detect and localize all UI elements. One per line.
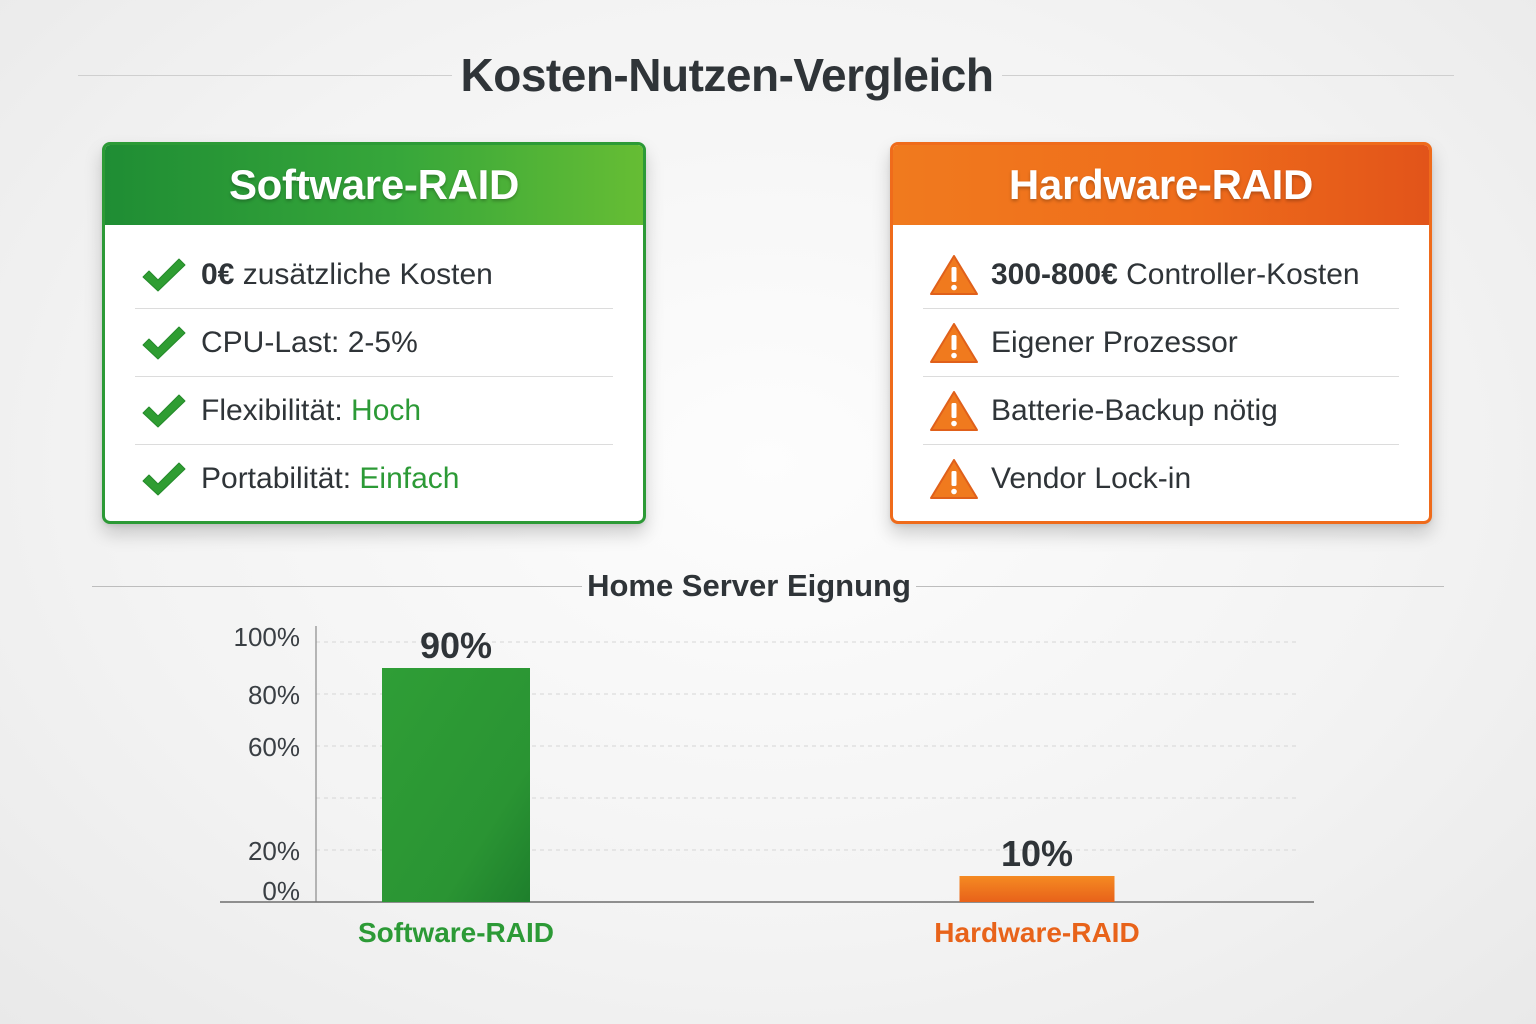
feature-text: 300-800€ Controller-Kosten [991, 258, 1360, 292]
feature-text-highlight: 300-800€ [991, 257, 1118, 291]
software-raid-card: Software-RAID 0€ zusätzliche Kosten CPU-L… [102, 142, 646, 524]
feature-text: Batterie-Backup nötig [991, 394, 1278, 428]
feature-text-part: Eigener Prozessor [991, 325, 1238, 359]
feature-text: 0€ zusätzliche Kosten [201, 258, 493, 292]
hardware-feature-item: Batterie-Backup nötig [923, 377, 1399, 445]
chart-title-row: Home Server Eignung [92, 566, 1444, 606]
title-divider-right [1002, 75, 1454, 76]
hardware-feature-item: 300-800€ Controller-Kosten [923, 241, 1399, 309]
check-icon [142, 258, 186, 291]
chart-bar-hardware-raid [959, 876, 1115, 902]
software-feature-item: Portabilität: Einfach [135, 445, 613, 512]
feature-text-part: Vendor Lock-in [991, 461, 1192, 495]
chart-y-tick-label: 80% [248, 680, 300, 710]
feature-text-part: zusätzliche Kosten [234, 257, 493, 291]
hardware-feature-item: Vendor Lock-in [923, 445, 1399, 512]
feature-text: Portabilität: Einfach [201, 462, 460, 496]
feature-text-highlight: Einfach [359, 461, 460, 495]
title-divider-left [78, 75, 452, 76]
feature-text-part: Portabilität: [201, 461, 360, 495]
warning-icon [930, 322, 978, 363]
check-icon [142, 462, 186, 495]
hardware-raid-card: Hardware-RAID 300-800€ Controller-Kosten… [890, 142, 1432, 524]
hardware-raid-feature-list: 300-800€ Controller-Kosten Eigener Prozes… [893, 225, 1429, 512]
software-raid-card-title: Software-RAID [105, 145, 643, 225]
chart-y-tick-label: 0% [262, 876, 300, 906]
software-feature-item: 0€ zusätzliche Kosten [135, 241, 613, 309]
feature-text: CPU-Last: 2-5% [201, 326, 418, 360]
chart-category-label: Software-RAID [358, 917, 554, 948]
chart-data-label: 10% [1001, 833, 1073, 874]
title-row: Kosten-Nutzen-Vergleich [78, 40, 1454, 110]
chart-title: Home Server Eignung [587, 568, 911, 603]
feature-text-part: Batterie-Backup nötig [991, 393, 1278, 427]
software-feature-item: Flexibilität: Hoch [135, 377, 613, 445]
feature-text-part: Controller-Kosten [1117, 257, 1360, 291]
feature-text: Flexibilität: Hoch [201, 394, 421, 428]
warning-icon [930, 390, 978, 431]
chart-category-label: Hardware-RAID [934, 917, 1139, 948]
page-title: Kosten-Nutzen-Vergleich [460, 49, 994, 101]
hardware-raid-card-title: Hardware-RAID [893, 145, 1429, 225]
feature-text-part: CPU-Last: 2-5% [201, 325, 418, 359]
chart-bar-software-raid [382, 668, 530, 902]
feature-text-part: Flexibilität: [201, 393, 352, 427]
software-feature-item: CPU-Last: 2-5% [135, 309, 613, 377]
chart-y-tick-label: 100% [234, 622, 301, 652]
warning-icon [930, 458, 978, 499]
feature-text: Eigener Prozessor [991, 326, 1238, 360]
check-icon [142, 326, 186, 359]
chart-title-divider-right [916, 586, 1444, 587]
check-icon [142, 394, 186, 427]
chart-y-tick-label: 20% [248, 836, 300, 866]
chart-y-tick-label: 60% [248, 732, 300, 762]
hardware-feature-item: Eigener Prozessor [923, 309, 1399, 377]
warning-icon [930, 254, 978, 295]
feature-text-highlight: 0€ [201, 257, 235, 291]
software-raid-feature-list: 0€ zusätzliche Kosten CPU-Last: 2-5% Flexi… [105, 225, 643, 512]
feature-text-highlight: Hoch [351, 393, 422, 427]
chart-title-divider-left [92, 586, 582, 587]
feature-text: Vendor Lock-in [991, 462, 1191, 496]
chart-data-label: 90% [420, 625, 492, 666]
